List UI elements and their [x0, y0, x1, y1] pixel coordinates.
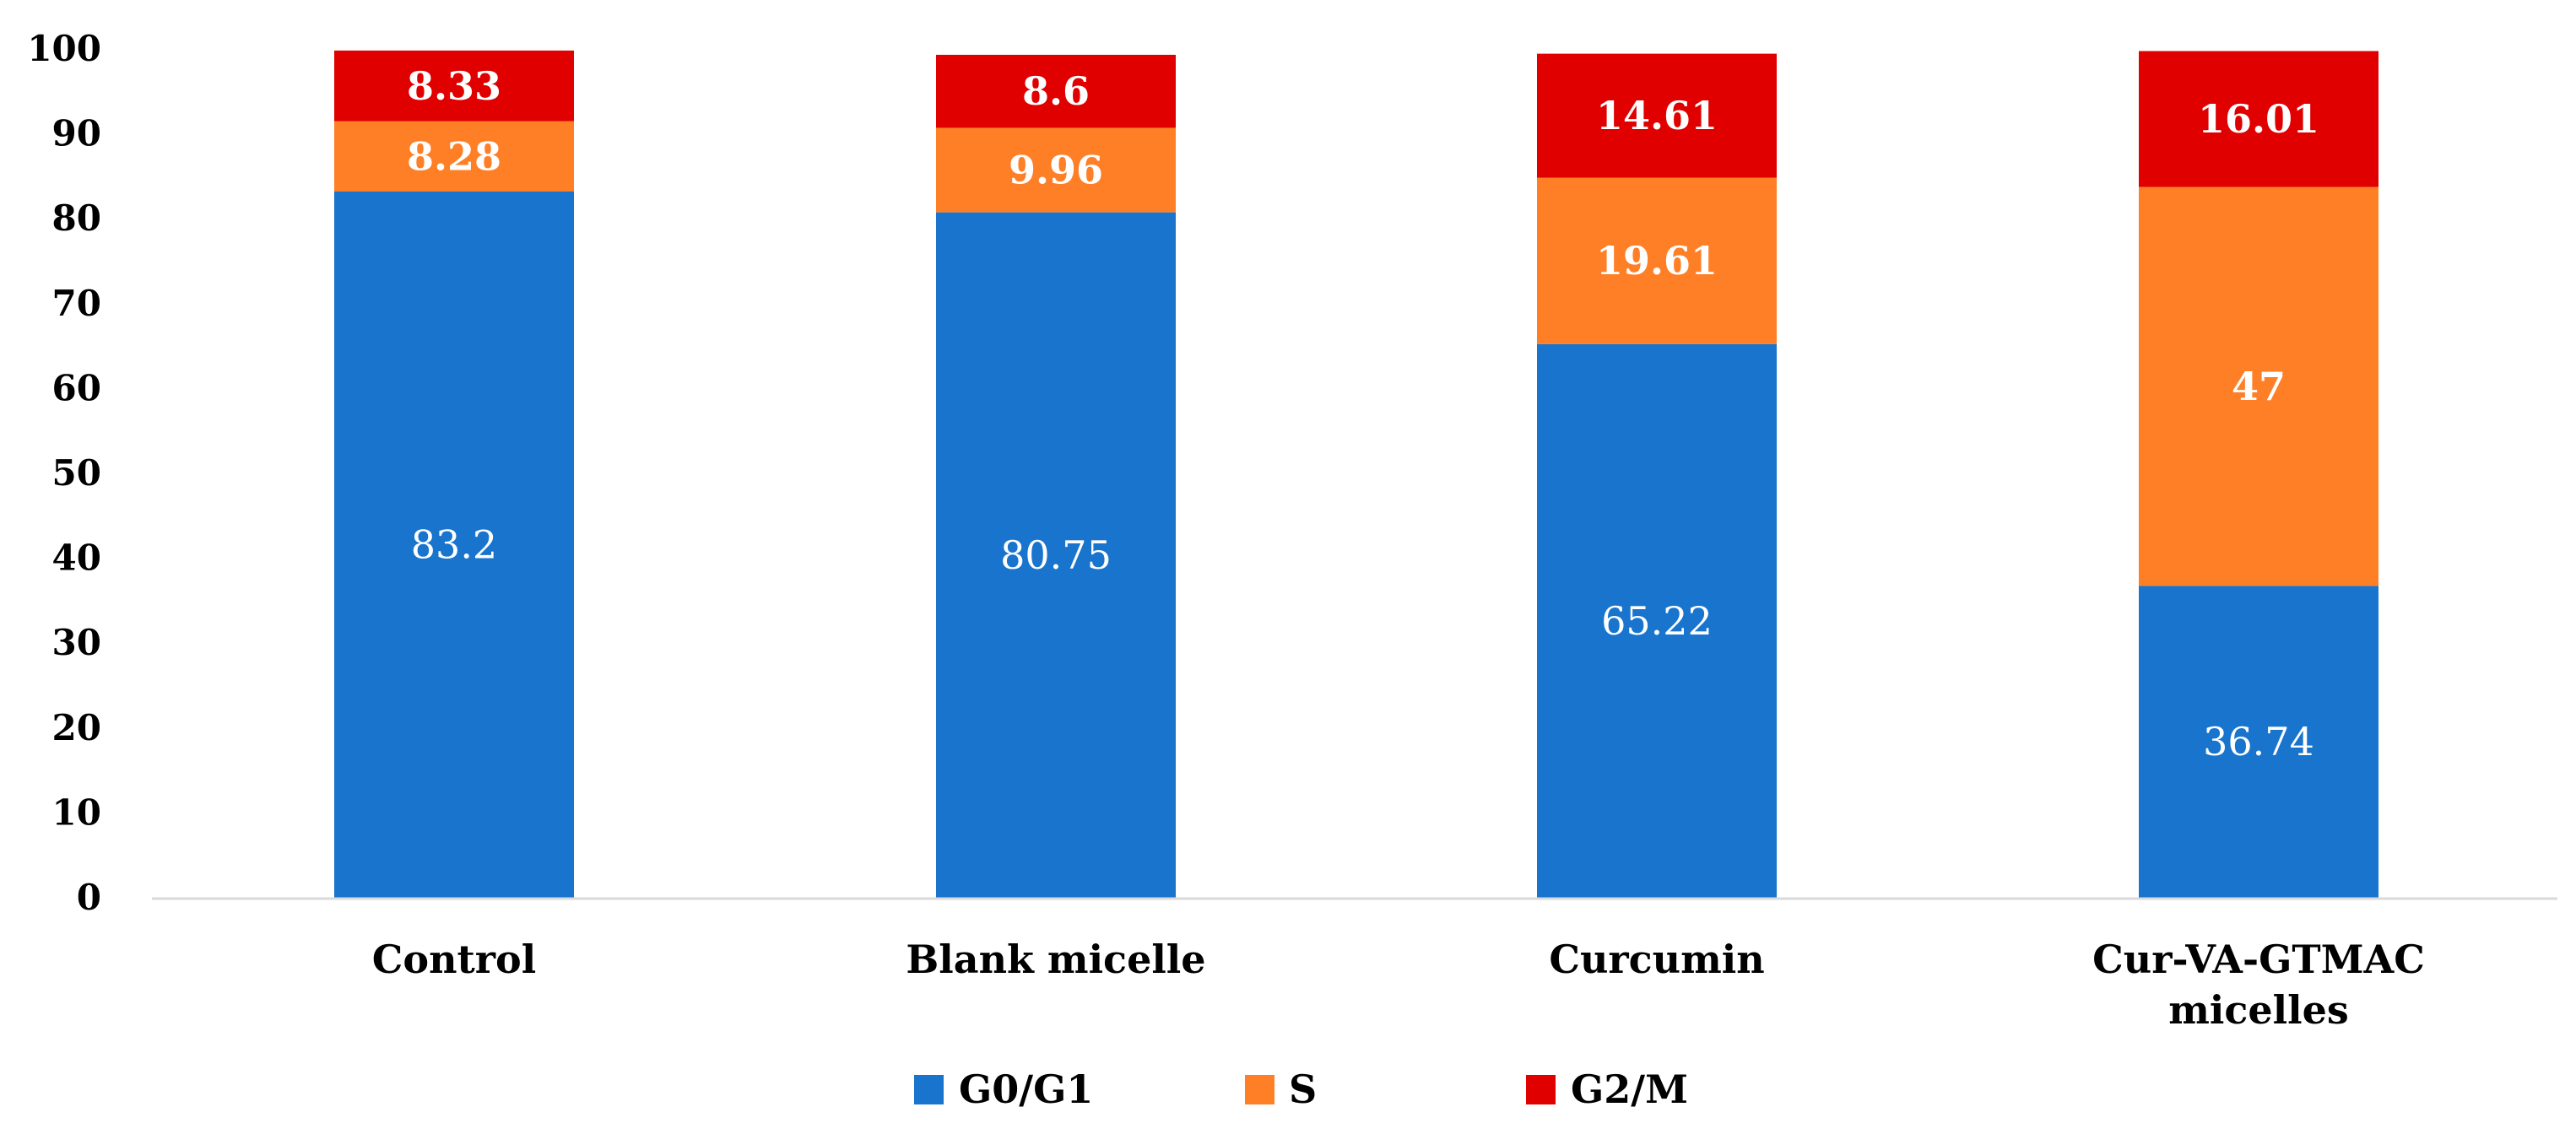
bar-segment-s	[1537, 177, 1777, 344]
legend-label: G2/M	[1571, 1066, 1688, 1112]
y-tick-label: 100	[27, 28, 101, 69]
data-label: 8.28	[407, 133, 501, 179]
data-label: 83.2	[411, 522, 497, 568]
legend-swatch	[1526, 1075, 1556, 1104]
legend-swatch	[1245, 1075, 1274, 1104]
x-tick-label: Control	[372, 937, 536, 982]
legend-item: G2/M	[1526, 1066, 1688, 1112]
y-tick-label: 30	[52, 622, 101, 663]
legend-label: G0/G1	[959, 1066, 1093, 1112]
legend: G0/G1 S G2/M	[914, 1066, 1688, 1112]
legend-swatch	[914, 1075, 944, 1104]
y-tick-label: 10	[52, 791, 101, 833]
x-tick-label: Blank micelle	[906, 937, 1205, 982]
data-label: 19.61	[1596, 238, 1718, 284]
y-tick-label: 50	[52, 452, 101, 494]
bar-stack: 36.74 47 16.01	[2139, 51, 2378, 898]
data-label: 36.74	[2203, 719, 2314, 764]
bar-segment-s	[334, 121, 574, 192]
y-tick-label: 0	[77, 877, 101, 918]
bar-stack: 65.22 19.61 14.61	[1537, 53, 1777, 898]
x-tick-label: micelles	[2168, 987, 2349, 1033]
legend-item: S	[1245, 1066, 1317, 1112]
y-axis: 0 10 20 30 40 50 60 70 80 90 100	[27, 28, 101, 918]
legend-label: S	[1289, 1066, 1317, 1112]
y-tick-label: 40	[52, 537, 101, 579]
bar-segment-g2-m	[936, 54, 1176, 128]
data-label: 65.22	[1601, 598, 1713, 644]
bar-segment-g0-g1	[936, 212, 1176, 898]
bar-segment-g0-g1	[2139, 586, 2378, 898]
bar-stack: 83.2 8.28 8.33	[334, 50, 574, 898]
data-label: 9.96	[1009, 148, 1103, 193]
bar-segment-g2-m	[2139, 51, 2378, 187]
data-label: 8.6	[1022, 68, 1090, 114]
data-label: 16.01	[2198, 96, 2319, 142]
data-label: 8.33	[407, 63, 501, 109]
bar-segment-s	[2139, 186, 2378, 586]
x-tick-label: Cur-VA-GTMAC	[2092, 937, 2425, 982]
y-tick-label: 20	[52, 707, 101, 748]
y-tick-label: 90	[52, 113, 101, 154]
y-tick-label: 80	[52, 197, 101, 239]
bar-segment-g0-g1	[334, 192, 574, 898]
bar-segment-s	[936, 127, 1176, 213]
bar-segment-g0-g1	[1537, 343, 1777, 898]
legend-item: G0/G1	[914, 1066, 1093, 1112]
data-label: 47	[2232, 364, 2286, 409]
y-tick-label: 60	[52, 367, 101, 408]
bar-segment-g2-m	[1537, 53, 1777, 178]
x-axis: Control Blank micelle Curcumin Cur-VA-GTMAC…	[152, 897, 2557, 1033]
bar-segment-g2-m	[334, 50, 574, 122]
bars: 83.2 8.28 8.33 80.75 9.96 8.6 65.22 19.61 14.61 3…	[334, 50, 2378, 898]
bar-stack: 80.75 9.96 8.6	[936, 54, 1176, 898]
data-label: 80.75	[1000, 532, 1112, 578]
data-label: 14.61	[1596, 93, 1718, 138]
x-tick-label: Curcumin	[1549, 937, 1764, 982]
y-tick-label: 70	[52, 283, 101, 324]
